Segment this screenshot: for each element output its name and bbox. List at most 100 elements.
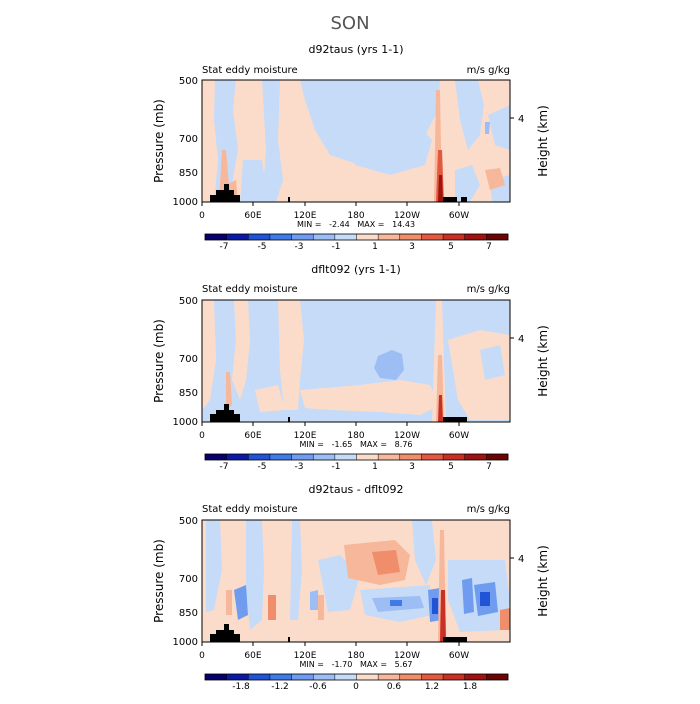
colorbar-segment	[269, 234, 292, 240]
colorbar-label: -1.2	[271, 682, 289, 692]
colorbar-label: 7	[486, 242, 492, 252]
x-tick-label: 180	[347, 651, 364, 661]
colorbar-segment	[269, 454, 292, 460]
panel-3-units-label: m/s g/kg	[467, 504, 510, 515]
panel-1-y-axis: 500 700 850 1000 Pressure (mb) 4 Height …	[152, 76, 550, 208]
colorbar-segment	[399, 454, 422, 460]
colorbar-segment	[334, 454, 357, 460]
colorbar-segment	[205, 234, 227, 240]
colorbar-segment	[291, 454, 314, 460]
colorbar-label: 0	[353, 682, 359, 692]
panel-1-x-axis: 0 60E 120E 180 120W 60W	[199, 202, 469, 221]
panel-1-left-label: Stat eddy moisture	[202, 65, 298, 76]
colorbar-label: 1	[372, 242, 378, 252]
colorbar-label: -5	[258, 462, 267, 472]
colorbar-label: 1	[372, 462, 378, 472]
colorbar-segment	[421, 454, 444, 460]
panel-3-y-label: Pressure (mb)	[152, 539, 166, 623]
colorbar-segment	[313, 674, 336, 680]
y-tick-label: 1000	[173, 637, 198, 648]
colorbar-label: 3	[409, 462, 415, 472]
x-tick-label: 60W	[449, 651, 469, 661]
y-tick-label: 850	[179, 168, 198, 179]
x-tick-label: 120W	[394, 431, 420, 441]
panel-1-units-label: m/s g/kg	[467, 65, 510, 76]
x-tick-label: 60E	[244, 211, 261, 221]
panel-2-y-axis: 500 700 850 1000 Pressure (mb) 4 Height …	[152, 296, 550, 428]
colorbar-label: -5	[258, 242, 267, 252]
colorbar-segment	[421, 674, 444, 680]
colorbar-label: -7	[220, 462, 229, 472]
x-tick-label: 0	[199, 211, 205, 221]
panel-3-left-label: Stat eddy moisture	[202, 504, 298, 515]
page-title: SON	[330, 13, 369, 34]
colorbar-segment	[248, 454, 271, 460]
x-tick-label: 120W	[394, 651, 420, 661]
colorbar-label: -3	[295, 242, 304, 252]
colorbar-label: 5	[448, 462, 454, 472]
y-tick-label: 1000	[173, 417, 198, 428]
x-tick-label: 0	[199, 651, 205, 661]
panel-2-x-axis: 0 60E 120E 180 120W 60W	[199, 422, 469, 441]
panel-1-stats: MIN = -2.44 MAX = 14.43	[297, 220, 415, 229]
y-tick-label: 700	[179, 574, 198, 585]
colorbar-segment	[464, 674, 487, 680]
x-tick-label: 60W	[449, 431, 469, 441]
colorbar-label: -0.6	[309, 682, 327, 692]
panel-3-y-axis: 500 700 850 1000 Pressure (mb) 4 Height …	[152, 516, 550, 648]
panel-2-y-right-label: Height (km)	[536, 325, 550, 396]
y-right-tick-label: 4	[518, 114, 524, 125]
panel-2-units-label: m/s g/kg	[467, 284, 510, 295]
colorbar-segment	[464, 454, 487, 460]
colorbar-label: -1.8	[232, 682, 250, 692]
colorbar-segment	[399, 674, 422, 680]
panel-2-stats: MIN = -1.65 MAX = 8.76	[300, 440, 413, 449]
colorbar-segment	[443, 234, 466, 240]
colorbar-segment	[356, 454, 379, 460]
panel-3-plot-area	[201, 519, 511, 643]
colorbar-segment	[226, 674, 249, 680]
panel-3-colorbar	[204, 673, 509, 681]
y-tick-label: 1000	[173, 197, 198, 208]
colorbar-segment	[443, 454, 466, 460]
y-right-tick-label: 4	[518, 334, 524, 345]
colorbar-segment	[248, 674, 271, 680]
y-tick-label: 850	[179, 608, 198, 619]
colorbar-segment	[226, 234, 249, 240]
colorbar-label: 0.6	[387, 682, 402, 692]
colorbar-segment	[269, 674, 292, 680]
colorbar-segment	[378, 454, 401, 460]
colorbar-segment	[421, 234, 444, 240]
x-tick-label: 60W	[449, 211, 469, 221]
y-right-tick-label: 4	[518, 554, 524, 565]
panel-3-y-right-label: Height (km)	[536, 545, 550, 616]
x-tick-label: 120E	[294, 431, 317, 441]
colorbar-segment	[291, 674, 314, 680]
colorbar-segment	[486, 234, 509, 240]
panel-2-colorbar	[204, 453, 509, 461]
panel-3: d92taus - dflt092 Stat eddy moisture m/s…	[152, 483, 550, 692]
panel-1-y-label: Pressure (mb)	[152, 99, 166, 183]
y-tick-label: 700	[179, 354, 198, 365]
colorbar-segment	[313, 234, 336, 240]
x-tick-label: 120E	[294, 211, 317, 221]
panel-3-title: d92taus - dflt092	[309, 483, 404, 496]
x-tick-label: 60E	[244, 651, 261, 661]
panel-2-left-label: Stat eddy moisture	[202, 284, 298, 295]
colorbar-segment	[334, 234, 357, 240]
colorbar-segment	[334, 674, 357, 680]
colorbar-label: -7	[220, 242, 229, 252]
panel-1-title: d92taus (yrs 1-1)	[308, 43, 403, 56]
panel-1-plot-area	[201, 79, 511, 203]
colorbar-segment	[356, 674, 379, 680]
colorbar-segment	[443, 674, 466, 680]
panel-1: d92taus (yrs 1-1) Stat eddy moisture m/s…	[152, 43, 550, 252]
y-tick-label: 500	[179, 76, 198, 87]
y-tick-label: 700	[179, 134, 198, 145]
colorbar-segment	[356, 234, 379, 240]
colorbar-label: -1	[332, 462, 341, 472]
colorbar-segment	[399, 234, 422, 240]
colorbar-label: 7	[486, 462, 492, 472]
colorbar-label: 1.2	[425, 682, 439, 692]
